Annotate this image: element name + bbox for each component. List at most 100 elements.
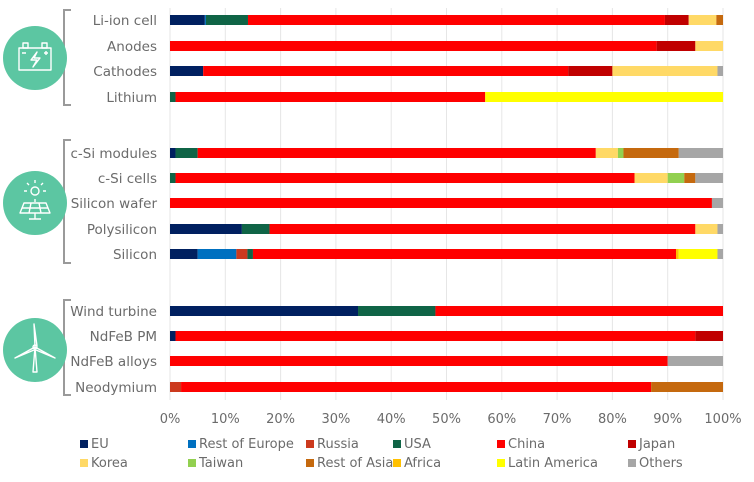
legend-label: Others — [639, 456, 683, 471]
legend-item: Africa — [393, 456, 441, 471]
battery-signs — [22, 51, 48, 55]
legend-swatch — [306, 459, 314, 467]
bar-segment-rest-of-asia — [684, 173, 696, 183]
legend-swatch — [628, 440, 636, 448]
bar-segment-china — [175, 173, 635, 183]
row-label: Anodes — [107, 39, 157, 55]
row-label: Polysilicon — [87, 222, 157, 238]
row-label: Silicon wafer — [71, 196, 158, 212]
x-tick-label: 70% — [543, 412, 572, 427]
bar-segment-korea — [612, 66, 718, 76]
bolt — [30, 51, 41, 68]
row-label: Silicon — [113, 247, 157, 263]
panel — [19, 202, 51, 220]
bar-segment-china — [170, 41, 657, 51]
bar-segment-china — [247, 15, 665, 25]
legend-item: Japan — [628, 437, 675, 452]
legend-item: USA — [393, 437, 431, 452]
x-tick-label: 20% — [266, 412, 295, 427]
row-label: Li-ion cell — [93, 13, 157, 29]
legend-label: Africa — [404, 456, 441, 471]
legend-item: Latin America — [497, 456, 598, 471]
bar-segment-china — [252, 249, 676, 259]
bar-segment-china — [175, 92, 486, 102]
legend-item: Korea — [80, 456, 128, 471]
row-label: Lithium — [106, 90, 157, 106]
legend-label: Taiwan — [198, 456, 243, 471]
x-tick-label: 40% — [377, 412, 406, 427]
legend-item: China — [497, 437, 545, 452]
bar-segment-korea — [688, 15, 717, 25]
x-tick-label: 60% — [487, 412, 516, 427]
bar-segment-others — [717, 224, 723, 234]
legend-swatch — [393, 440, 401, 448]
bar-segment-others — [717, 249, 723, 259]
bar-segment-eu — [170, 66, 204, 76]
bar-segment-others — [717, 66, 723, 76]
bar-segment-latin-america — [485, 92, 723, 102]
row-label: c-Si modules — [70, 146, 157, 162]
hub — [32, 344, 38, 350]
legend-label: USA — [404, 437, 431, 452]
legend-label: China — [508, 437, 545, 452]
legend-label: Russia — [317, 437, 359, 452]
x-tick-label: 80% — [598, 412, 627, 427]
bar-segment-others — [711, 198, 723, 208]
legend-item: Taiwan — [188, 456, 243, 471]
battery-terminal — [41, 42, 48, 49]
legend-label: Rest of Europe — [199, 437, 294, 452]
bar-segment-china — [175, 331, 696, 341]
x-tick-label: 10% — [211, 412, 240, 427]
sun-rays — [24, 180, 46, 202]
bar-segment-usa — [241, 224, 270, 234]
legend-swatch — [80, 440, 88, 448]
battery-terminal — [22, 42, 29, 49]
bar-segment-china — [269, 224, 696, 234]
wind-turbine-icon — [3, 318, 67, 382]
bar-segment-others — [678, 148, 723, 158]
bar-segment-rest-of-asia — [716, 15, 723, 25]
bar-segment-rest-of-europe — [197, 249, 237, 259]
legend-label: Rest of Asia — [317, 456, 393, 471]
legend-label: EU — [91, 437, 109, 452]
legend-swatch — [80, 459, 88, 467]
bar-segment-russia — [236, 249, 248, 259]
legend-item: Rest of Europe — [188, 437, 294, 452]
bar-segment-korea — [695, 41, 723, 51]
legend-item: Russia — [306, 437, 359, 452]
battery-body — [18, 47, 52, 71]
legend-swatch — [497, 459, 505, 467]
row-label: NdFeB alloys — [70, 354, 157, 370]
bar-segment-usa — [205, 15, 248, 25]
legend-label: Latin America — [508, 456, 598, 471]
legend-swatch — [188, 459, 196, 467]
bar-segment-usa — [175, 148, 198, 158]
bar-segment-africa — [675, 249, 679, 259]
bar-segment-korea — [595, 148, 618, 158]
solar-panel-icon — [3, 171, 67, 235]
bar-segment-korea — [634, 173, 668, 183]
row-label: NdFeB PM — [90, 329, 157, 345]
x-tick-label: 30% — [321, 412, 350, 427]
bar-segment-latin-america — [678, 249, 718, 259]
x-tick-label: 50% — [432, 412, 461, 427]
bar-segment-eu — [170, 249, 198, 259]
bar-segment-japan — [695, 331, 723, 341]
battery-icon — [3, 26, 67, 90]
bar-segment-korea — [695, 224, 718, 234]
legend-swatch — [306, 440, 314, 448]
bar-segment-eu — [170, 306, 359, 316]
sun — [30, 186, 40, 196]
row-label: Neodymium — [75, 380, 157, 396]
bar-segment-others — [695, 173, 723, 183]
bar-segment-china — [435, 306, 723, 316]
legend-item: EU — [80, 437, 109, 452]
row-label: c-Si cells — [98, 171, 157, 187]
legend-swatch — [188, 440, 196, 448]
bar-segment-usa — [247, 249, 253, 259]
bar-segment-eu — [170, 148, 176, 158]
bar-segment-eu — [170, 224, 242, 234]
bar-segment-russia — [170, 382, 182, 392]
bar-segment-taiwan — [667, 173, 685, 183]
